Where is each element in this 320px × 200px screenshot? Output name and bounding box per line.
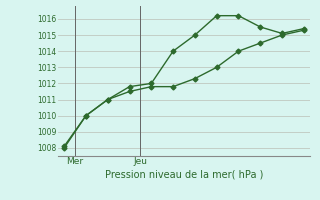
- X-axis label: Pression niveau de la mer( hPa ): Pression niveau de la mer( hPa ): [105, 169, 263, 179]
